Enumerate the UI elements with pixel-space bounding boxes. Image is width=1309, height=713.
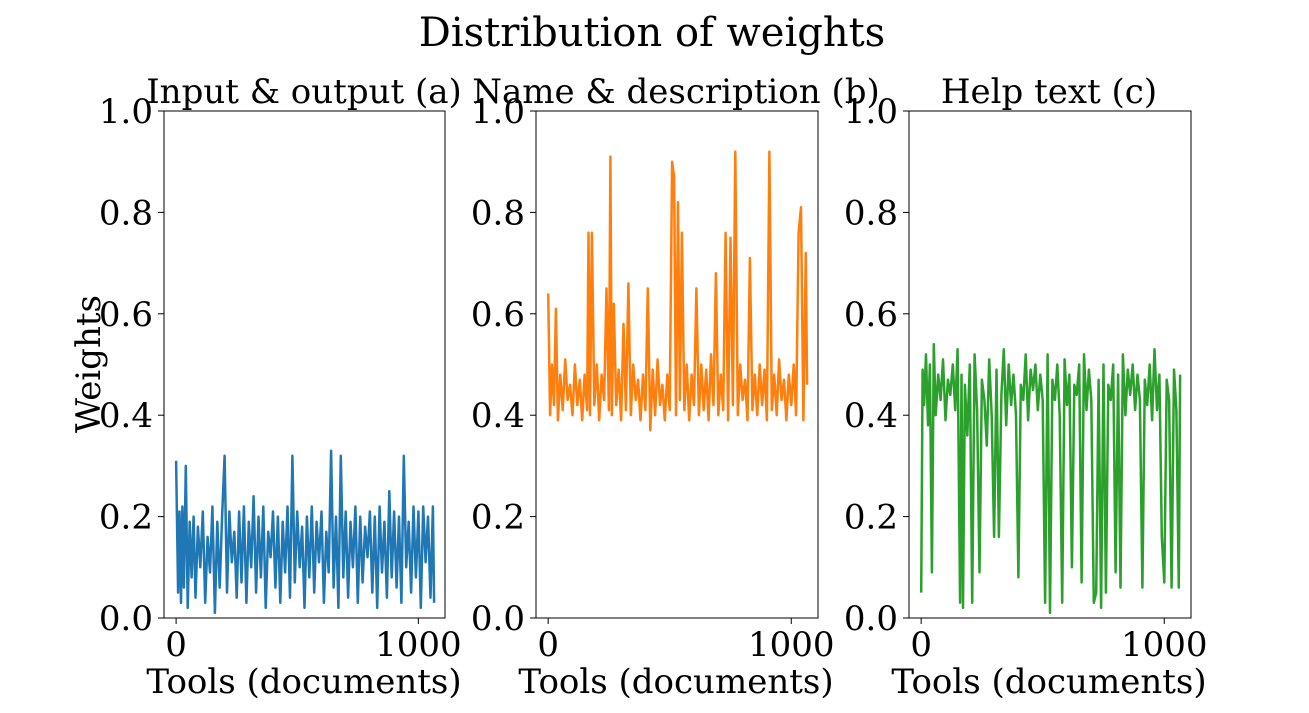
series-line-weights bbox=[919, 342, 1182, 615]
y-tick-label: 0.8 bbox=[471, 193, 525, 233]
y-tick-label: 1.0 bbox=[471, 92, 525, 132]
x-axis-label: Tools (documents) bbox=[518, 662, 833, 702]
x-tick-label: 1000 bbox=[1121, 625, 1208, 665]
y-tick-label: 0.8 bbox=[844, 193, 898, 233]
y-tick-label: 0.4 bbox=[471, 396, 525, 436]
panel-title: Input & output (a) bbox=[146, 72, 462, 112]
y-tick-label: 0.6 bbox=[471, 295, 525, 335]
plot-frame bbox=[908, 110, 1192, 619]
series-line-weights bbox=[174, 449, 436, 615]
x-tick-label: 0 bbox=[910, 625, 932, 665]
panel-title: Name & description (b) bbox=[472, 72, 880, 112]
y-tick-label: 0.2 bbox=[844, 498, 898, 538]
y-tick-label: 0.0 bbox=[471, 599, 525, 639]
y-tick-label: 0.8 bbox=[99, 193, 153, 233]
y-tick-label: 1.0 bbox=[99, 92, 153, 132]
figure-title: Distribution of weights bbox=[419, 10, 885, 56]
x-tick-label: 1000 bbox=[375, 625, 462, 665]
y-tick-label: 0.2 bbox=[471, 498, 525, 538]
y-tick-label: 0.2 bbox=[99, 498, 153, 538]
plot-frame bbox=[535, 110, 819, 619]
y-tick-label: 0.0 bbox=[99, 599, 153, 639]
y-tick-label: 1.0 bbox=[844, 92, 898, 132]
panel-input-output: Input & output (a) Tools (documents) Wei… bbox=[69, 72, 462, 702]
x-axis-label: Tools (documents) bbox=[891, 662, 1206, 702]
panel-title: Help text (c) bbox=[941, 72, 1157, 112]
x-axis-label: Tools (documents) bbox=[146, 662, 461, 702]
series-line-weights bbox=[546, 150, 809, 432]
y-axis-label: Weights bbox=[69, 295, 109, 433]
panel-name-description: Name & description (b) Tools (documents)… bbox=[471, 72, 880, 702]
plot-frame bbox=[163, 110, 446, 619]
y-tick-label: 0.0 bbox=[844, 599, 898, 639]
y-tick-label: 0.6 bbox=[99, 295, 153, 335]
x-tick-label: 1000 bbox=[748, 625, 835, 665]
x-tick-label: 0 bbox=[165, 625, 187, 665]
panel-help-text: Help text (c) Tools (documents) 0.0 0.2 0.… bbox=[844, 72, 1208, 702]
y-tick-label: 0.4 bbox=[99, 396, 153, 436]
y-tick-label: 0.4 bbox=[844, 396, 898, 436]
x-tick-label: 0 bbox=[537, 625, 559, 665]
y-tick-label: 0.6 bbox=[844, 295, 898, 335]
